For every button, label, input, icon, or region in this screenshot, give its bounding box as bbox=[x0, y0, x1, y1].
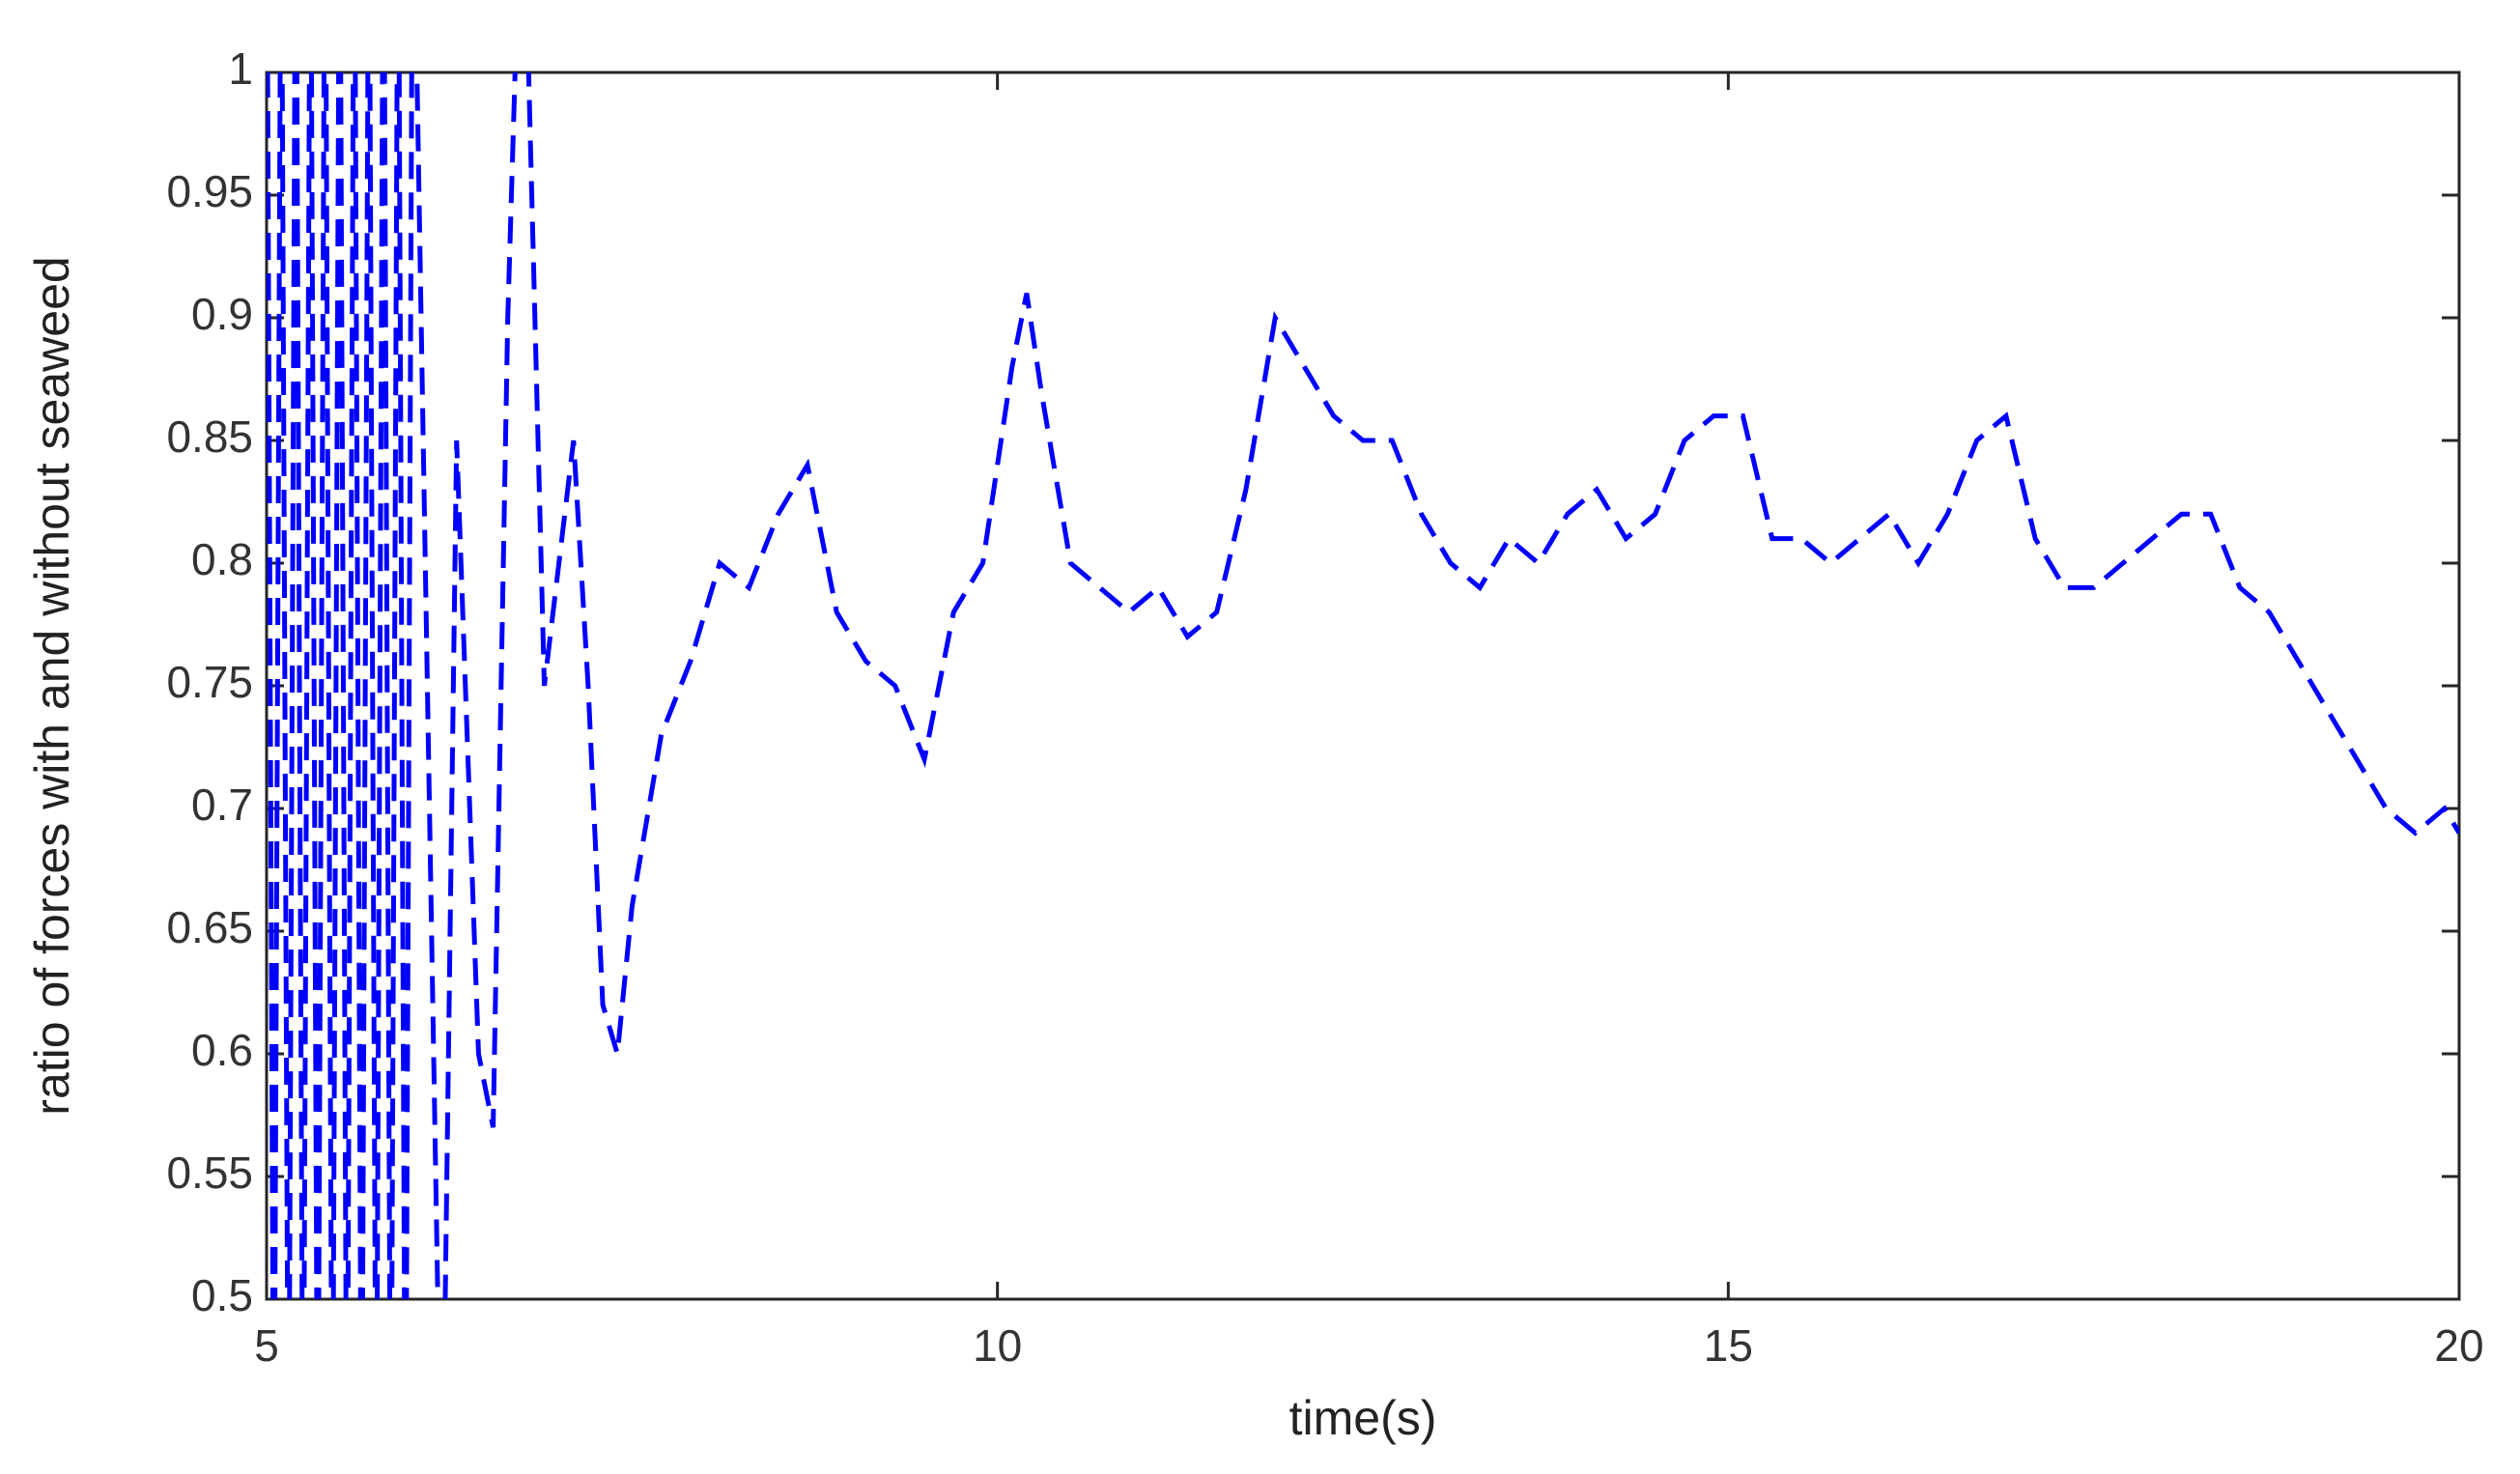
y-tick-label: 0.85 bbox=[166, 411, 253, 462]
data-line bbox=[267, 72, 2459, 1299]
y-tick-label: 0.8 bbox=[191, 534, 253, 584]
y-tick-label: 0.9 bbox=[191, 289, 253, 339]
y-tick-label: 1 bbox=[228, 43, 253, 94]
y-tick-label: 0.65 bbox=[166, 902, 253, 952]
y-tick-label: 0.75 bbox=[166, 657, 253, 707]
plot-frame bbox=[265, 71, 2461, 1301]
y-tick-label: 0.95 bbox=[166, 166, 253, 216]
x-tick-label: 20 bbox=[2434, 1320, 2483, 1371]
y-axis-label: ratio of forces with and without seaweed bbox=[25, 256, 79, 1115]
x-tick-label: 10 bbox=[973, 1320, 1022, 1371]
y-tick-label: 0.5 bbox=[191, 1270, 253, 1320]
x-tick-label: 5 bbox=[254, 1320, 279, 1371]
y-tick-label: 0.7 bbox=[191, 780, 253, 830]
y-tick-label: 0.55 bbox=[166, 1148, 253, 1198]
y-tick-label: 0.6 bbox=[191, 1025, 253, 1075]
x-tick-label: 15 bbox=[1704, 1320, 1753, 1371]
x-axis-label: time(s) bbox=[1289, 1391, 1437, 1445]
